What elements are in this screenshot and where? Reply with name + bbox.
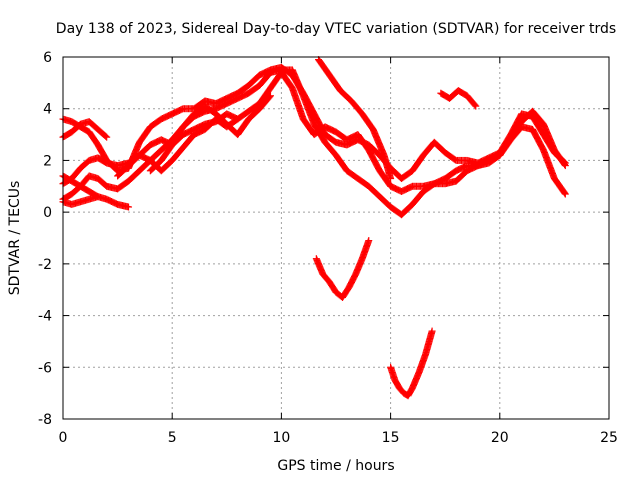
series-track-2 bbox=[59, 118, 111, 141]
x-tick-label: 10 bbox=[272, 430, 290, 446]
chart-title: Day 138 of 2023, Sidereal Day-to-day VTE… bbox=[56, 21, 616, 37]
x-tick-label: 20 bbox=[491, 430, 509, 446]
series-track-9 bbox=[315, 56, 395, 183]
y-tick-label: 6 bbox=[43, 50, 52, 66]
series-track-12 bbox=[387, 327, 436, 400]
series-track-10 bbox=[437, 87, 480, 110]
y-tick-label: 2 bbox=[43, 153, 52, 169]
x-tick-label: 5 bbox=[168, 430, 177, 446]
x-tick-label: 25 bbox=[600, 430, 618, 446]
series-track-11 bbox=[312, 237, 373, 301]
y-tick-label: -8 bbox=[38, 412, 52, 428]
grid-lines bbox=[63, 57, 609, 419]
y-tick-label: -4 bbox=[38, 309, 52, 325]
data-marks bbox=[59, 56, 569, 400]
x-tick-label: 0 bbox=[59, 430, 68, 446]
series-track-4 bbox=[59, 66, 569, 219]
y-axis-label: SDTVAR / TECUs bbox=[7, 181, 23, 296]
plot-frame bbox=[62, 56, 610, 420]
series-track-7 bbox=[114, 115, 242, 180]
y-tick-label: -2 bbox=[38, 257, 52, 273]
y-tick-label: 4 bbox=[43, 102, 52, 118]
series-track-8 bbox=[146, 92, 274, 175]
series-track-6 bbox=[59, 193, 102, 208]
x-axis-label: GPS time / hours bbox=[277, 458, 394, 474]
x-tick-label: 15 bbox=[382, 430, 400, 446]
y-tick-label: 0 bbox=[43, 205, 52, 221]
y-tick-label: -6 bbox=[38, 360, 52, 376]
